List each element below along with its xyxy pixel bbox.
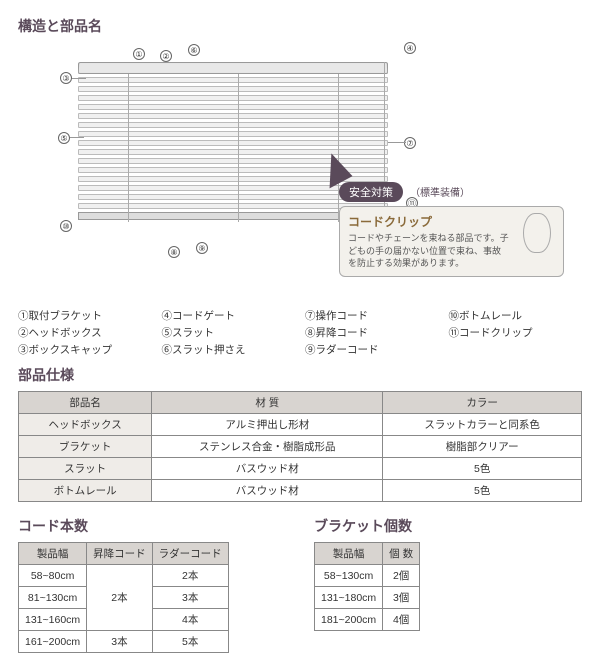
callout-text: コードやチェーンを束ねる部品です。子どもの手の届かない位置で束ね、事故を防止する… [348,232,509,270]
safety-callout: 安全対策 （標準装備） コードクリップ コードやチェーンを束ねる部品です。子ども… [339,182,564,277]
td: 131~180cm [315,587,383,609]
list-item: ⑨ラダーコード [305,342,439,357]
list-item: ①取付ブラケット [18,308,152,323]
td: スラット [19,458,152,480]
marker-4-icon: ④ [404,42,416,54]
marker-5-icon: ⑤ [58,132,70,144]
list-item: ④コードゲート [162,308,296,323]
td: 4本 [152,609,228,631]
title-cord: コード本数 [18,516,286,536]
td: ボトムレール [19,480,152,502]
th: 個 数 [383,543,420,565]
marker-6-icon: ⑥ [188,44,200,56]
td: 2本 [152,565,228,587]
parts-list: ①取付ブラケット ④コードゲート ⑦操作コード ⑩ボトムレール ②ヘッドボックス… [18,308,582,357]
th: ラダーコード [152,543,228,565]
list-item: ⑤スラット [162,325,296,340]
td: ブラケット [19,436,152,458]
bracket-table: 製品幅 個 数 58~130cm2個 131~180cm3個 181~200cm… [314,542,420,631]
marker-9-icon: ⑨ [196,242,208,254]
list-item [449,342,583,357]
th: 昇降コード [87,543,153,565]
title-spec: 部品仕様 [18,365,582,385]
td: 5色 [383,458,582,480]
td: 樹脂部クリアー [383,436,582,458]
td: 2個 [383,565,420,587]
td: 2本 [87,565,153,631]
td: 181~200cm [315,609,383,631]
list-item: ⑥スラット押さえ [162,342,296,357]
td: 3本 [87,631,153,653]
td: ヘッドボックス [19,414,152,436]
td: 5色 [383,480,582,502]
safety-badge: 安全対策 [339,182,403,202]
td: 58~80cm [19,565,87,587]
th: 製品幅 [315,543,383,565]
marker-8-icon: ⑧ [168,246,180,258]
title-structure: 構造と部品名 [18,16,582,36]
list-item: ⑪コードクリップ [449,325,583,340]
list-item: ③ボックスキャップ [18,342,152,357]
marker-7-icon: ⑦ [404,137,416,149]
safety-badge-sub: （標準装備） [410,188,470,199]
td: 3本 [152,587,228,609]
list-item: ②ヘッドボックス [18,325,152,340]
td: バスウッド材 [152,480,383,502]
callout-title: コードクリップ [348,213,509,230]
marker-3-icon: ③ [60,72,72,84]
th: 部品名 [19,392,152,414]
td: 5本 [152,631,228,653]
th: カラー [383,392,582,414]
title-bracket: ブラケット個数 [314,516,582,536]
td: 161~200cm [19,631,87,653]
marker-2-icon: ② [160,50,172,62]
spec-table: 部品名 材 質 カラー ヘッドボックスアルミ押出し形材スラットカラーと同系色 ブ… [18,391,582,502]
marker-10-icon: ⑩ [60,220,72,232]
list-item: ⑧昇降コード [305,325,439,340]
td: スラットカラーと同系色 [383,414,582,436]
cord-table: 製品幅 昇降コード ラダーコード 58~80cm2本2本 81~130cm3本 … [18,542,229,653]
td: 58~130cm [315,565,383,587]
td: 4個 [383,609,420,631]
td: アルミ押出し形材 [152,414,383,436]
th: 製品幅 [19,543,87,565]
list-item: ⑦操作コード [305,308,439,323]
cord-clip-icon [517,213,557,263]
list-item: ⑩ボトムレール [449,308,583,323]
td: 81~130cm [19,587,87,609]
td: ステンレス合金・樹脂成形品 [152,436,383,458]
th: 材 質 [152,392,383,414]
blind-diagram: ① ② ⑥ ③ ④ ⑤ ⑦ ⑧ ⑨ ⑩ ⑪ 安全対策 （標準装備） コードクリッ… [18,42,582,302]
td: 131~160cm [19,609,87,631]
td: 3個 [383,587,420,609]
marker-1-icon: ① [133,48,145,60]
td: バスウッド材 [152,458,383,480]
